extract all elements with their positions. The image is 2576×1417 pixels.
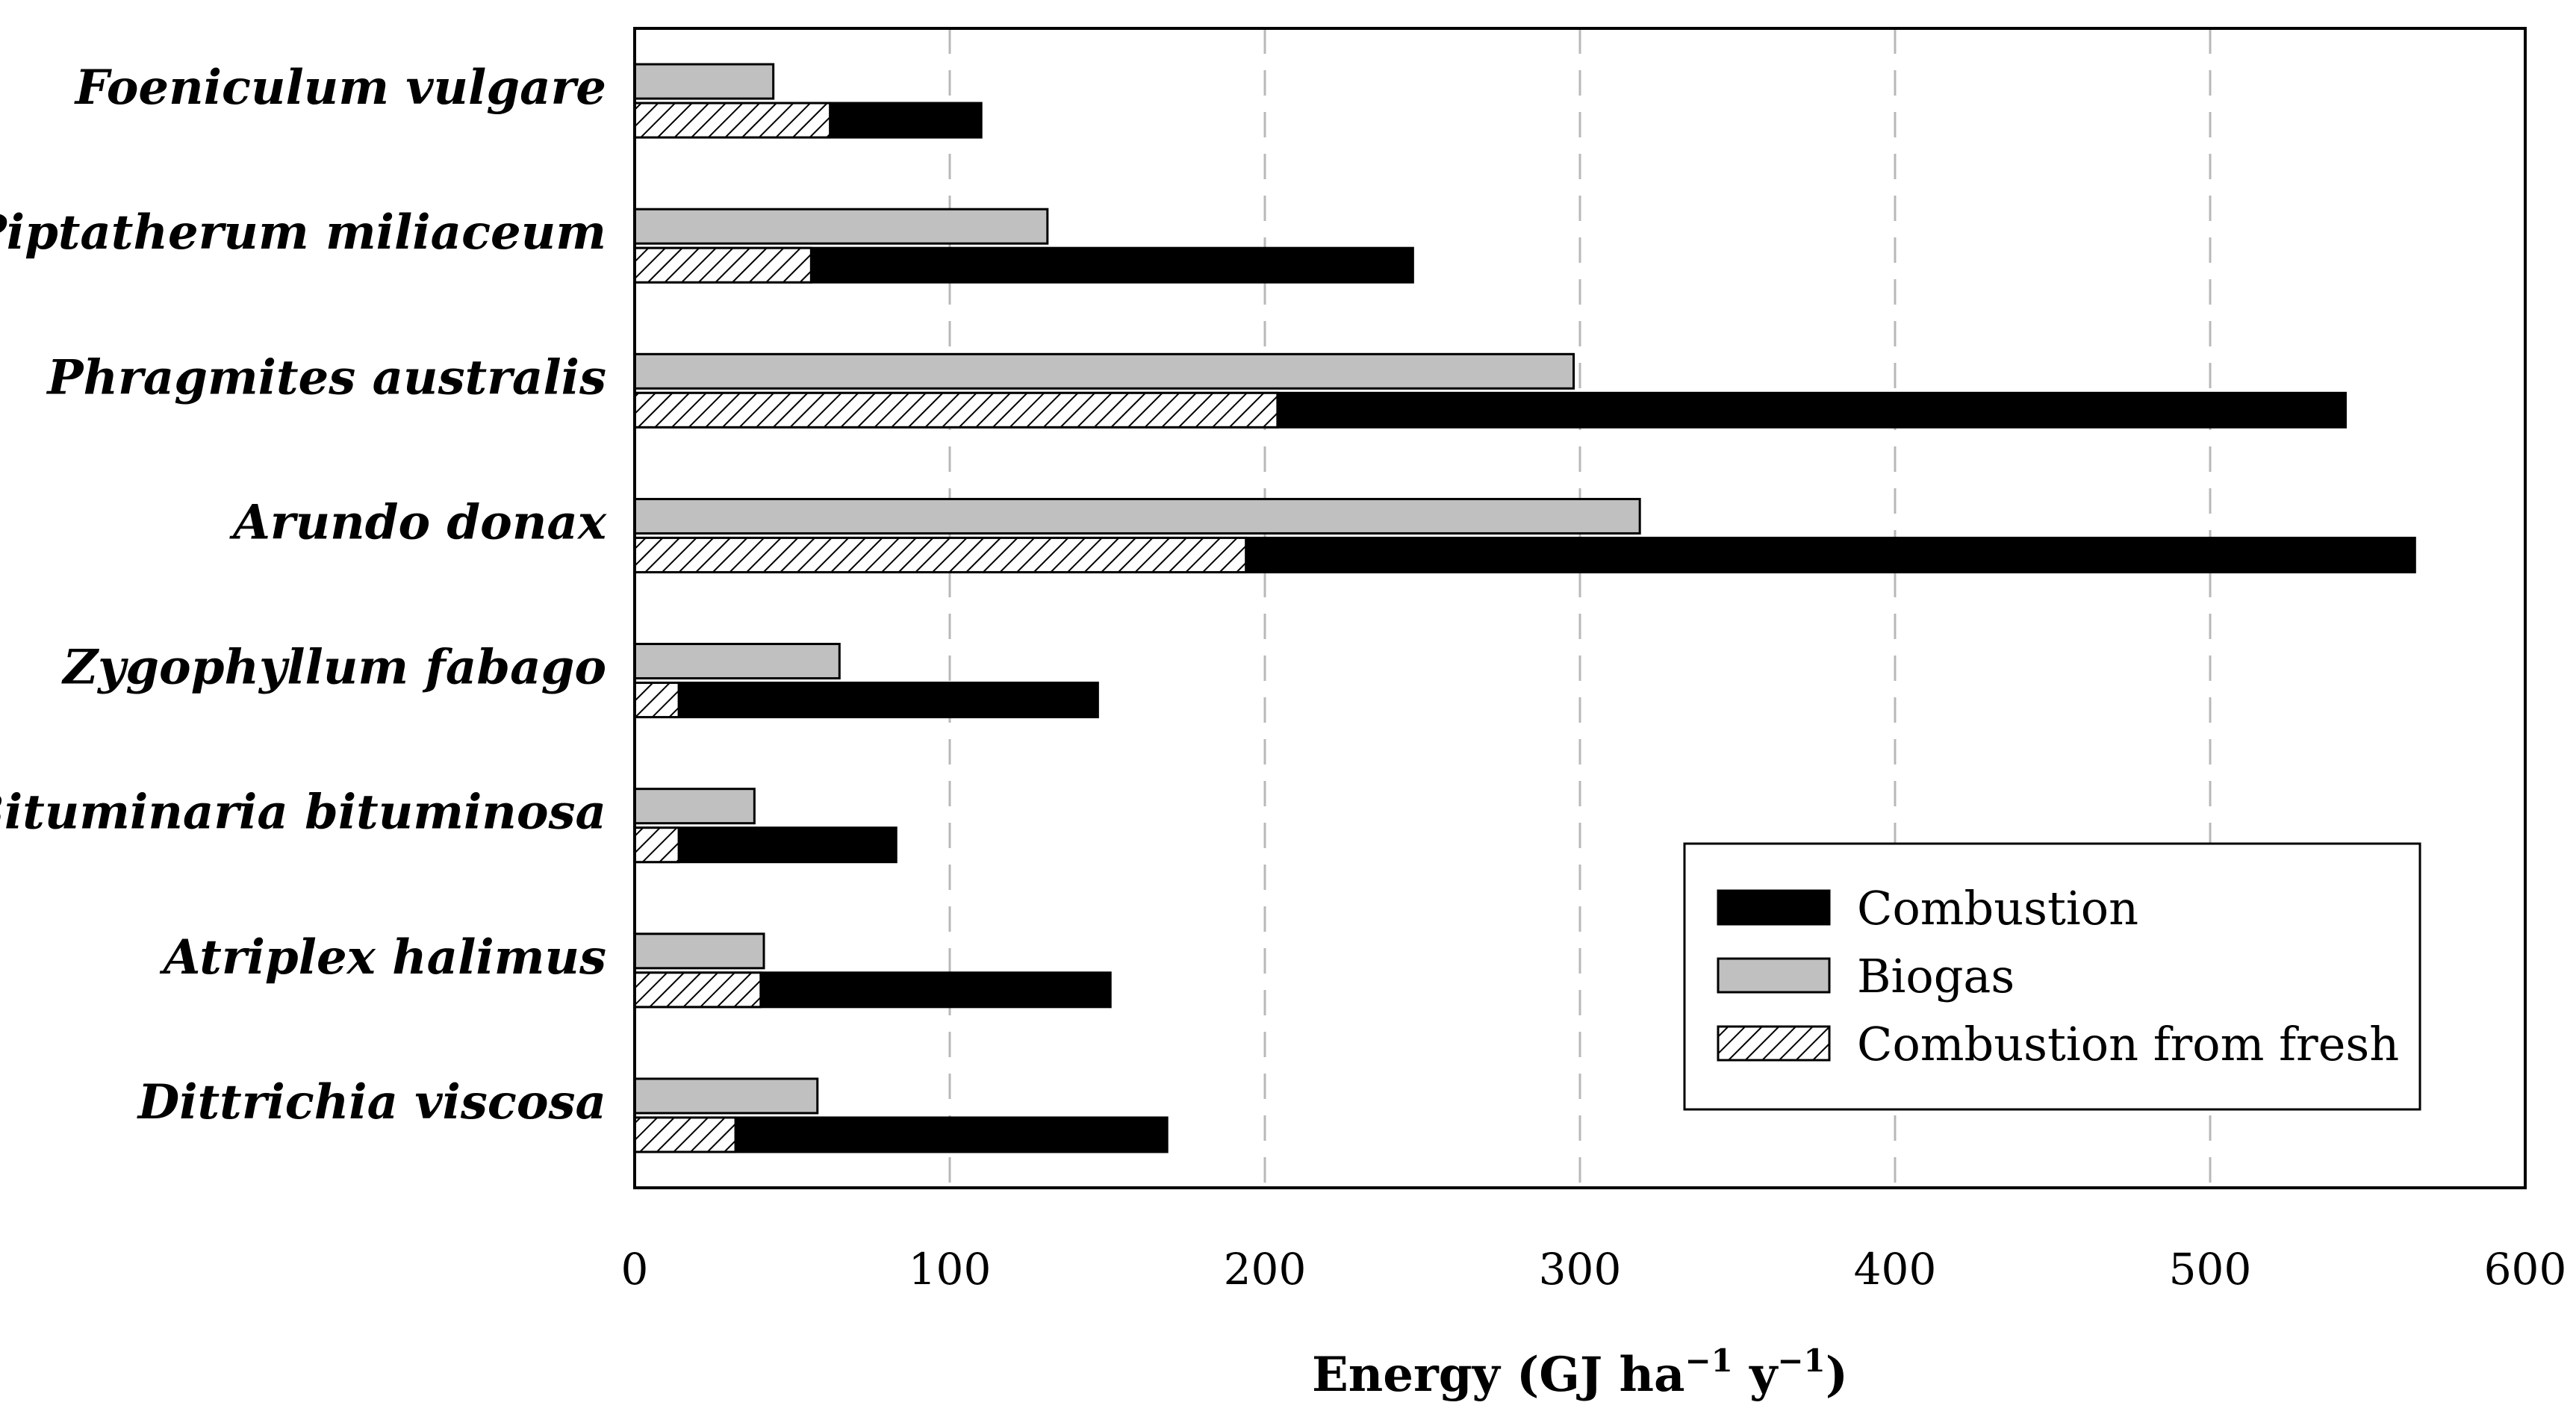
x-axis-ticks: 0 100 200 300 400 500 600 bbox=[621, 1244, 2567, 1295]
x-tick-label-200: 200 bbox=[1224, 1244, 1307, 1295]
legend-label-combustion-from-fresh: Combustion from fresh bbox=[1857, 1017, 2399, 1071]
x-axis-title: Energy (GJ ha−1 y−1) bbox=[1312, 1342, 1848, 1403]
x-tick-label-400: 400 bbox=[1854, 1244, 1937, 1295]
x-tick-label-300: 300 bbox=[1539, 1244, 1622, 1295]
bar-combustion-from-fresh-dittrichia-viscosa bbox=[633, 1116, 737, 1153]
category-labels: Foeniculum vulgare Piptatherum miliaceum P… bbox=[0, 60, 607, 1130]
bar-combustion-from-fresh-piptatherum-miliaceum bbox=[633, 246, 812, 284]
legend-swatch-combustion bbox=[1717, 889, 1831, 926]
legend-swatch-combustion-from-fresh bbox=[1717, 1025, 1831, 1062]
bar-biogas-zygophyllum-fabago bbox=[633, 643, 841, 680]
category-label-foeniculum-vulgare: Foeniculum vulgare bbox=[74, 60, 606, 116]
bar-combustion-from-fresh-foeniculum-vulgare bbox=[633, 102, 832, 139]
x-tick-label-500: 500 bbox=[2169, 1244, 2252, 1295]
x-tick-label-600: 600 bbox=[2484, 1244, 2567, 1295]
category-label-zygophyllum-fabago: Zygophyllum fabago bbox=[60, 640, 606, 696]
category-label-bituminaria-bituminosa: Bituminaria bituminosa bbox=[0, 785, 606, 841]
bar-biogas-phragmites-australis bbox=[633, 352, 1575, 390]
plot-frame bbox=[633, 27, 2527, 1189]
bar-combustion-zygophyllum-fabago bbox=[633, 682, 1099, 719]
category-label-atriplex-halimus: Atriplex halimus bbox=[160, 929, 606, 985]
bars bbox=[633, 63, 2416, 1153]
bar-combustion-from-fresh-bituminaria-bituminosa bbox=[633, 826, 680, 864]
bar-biogas-dittrichia-viscosa bbox=[633, 1077, 819, 1115]
legend: Combustion Biogas Combustion from fresh bbox=[1683, 842, 2421, 1111]
bar-biogas-foeniculum-vulgare bbox=[633, 63, 775, 100]
category-label-dittrichia-viscosa: Dittrichia viscosa bbox=[137, 1074, 606, 1130]
legend-swatch-biogas bbox=[1717, 957, 1831, 994]
bar-combustion-from-fresh-zygophyllum-fabago bbox=[633, 682, 680, 719]
x-tick-label-0: 0 bbox=[621, 1244, 649, 1295]
bar-biogas-piptatherum-miliaceum bbox=[633, 208, 1049, 245]
category-label-phragmites-australis: Phragmites australis bbox=[46, 349, 606, 405]
category-label-arundo-donax: Arundo donax bbox=[229, 494, 607, 550]
x-tick-label-100: 100 bbox=[909, 1244, 992, 1295]
bar-combustion-from-fresh-arundo-donax bbox=[633, 536, 1248, 573]
bar-combustion-from-fresh-phragmites-australis bbox=[633, 391, 1279, 429]
bar-biogas-arundo-donax bbox=[633, 497, 1641, 535]
legend-label-combustion: Combustion bbox=[1857, 881, 2138, 935]
category-label-piptatherum-miliaceum: Piptatherum miliaceum bbox=[0, 205, 606, 261]
bar-biogas-atriplex-halimus bbox=[633, 932, 765, 970]
bar-biogas-bituminaria-bituminosa bbox=[633, 788, 756, 825]
legend-label-biogas: Biogas bbox=[1857, 949, 2015, 1003]
bar-combustion-from-fresh-atriplex-halimus bbox=[633, 971, 762, 1009]
